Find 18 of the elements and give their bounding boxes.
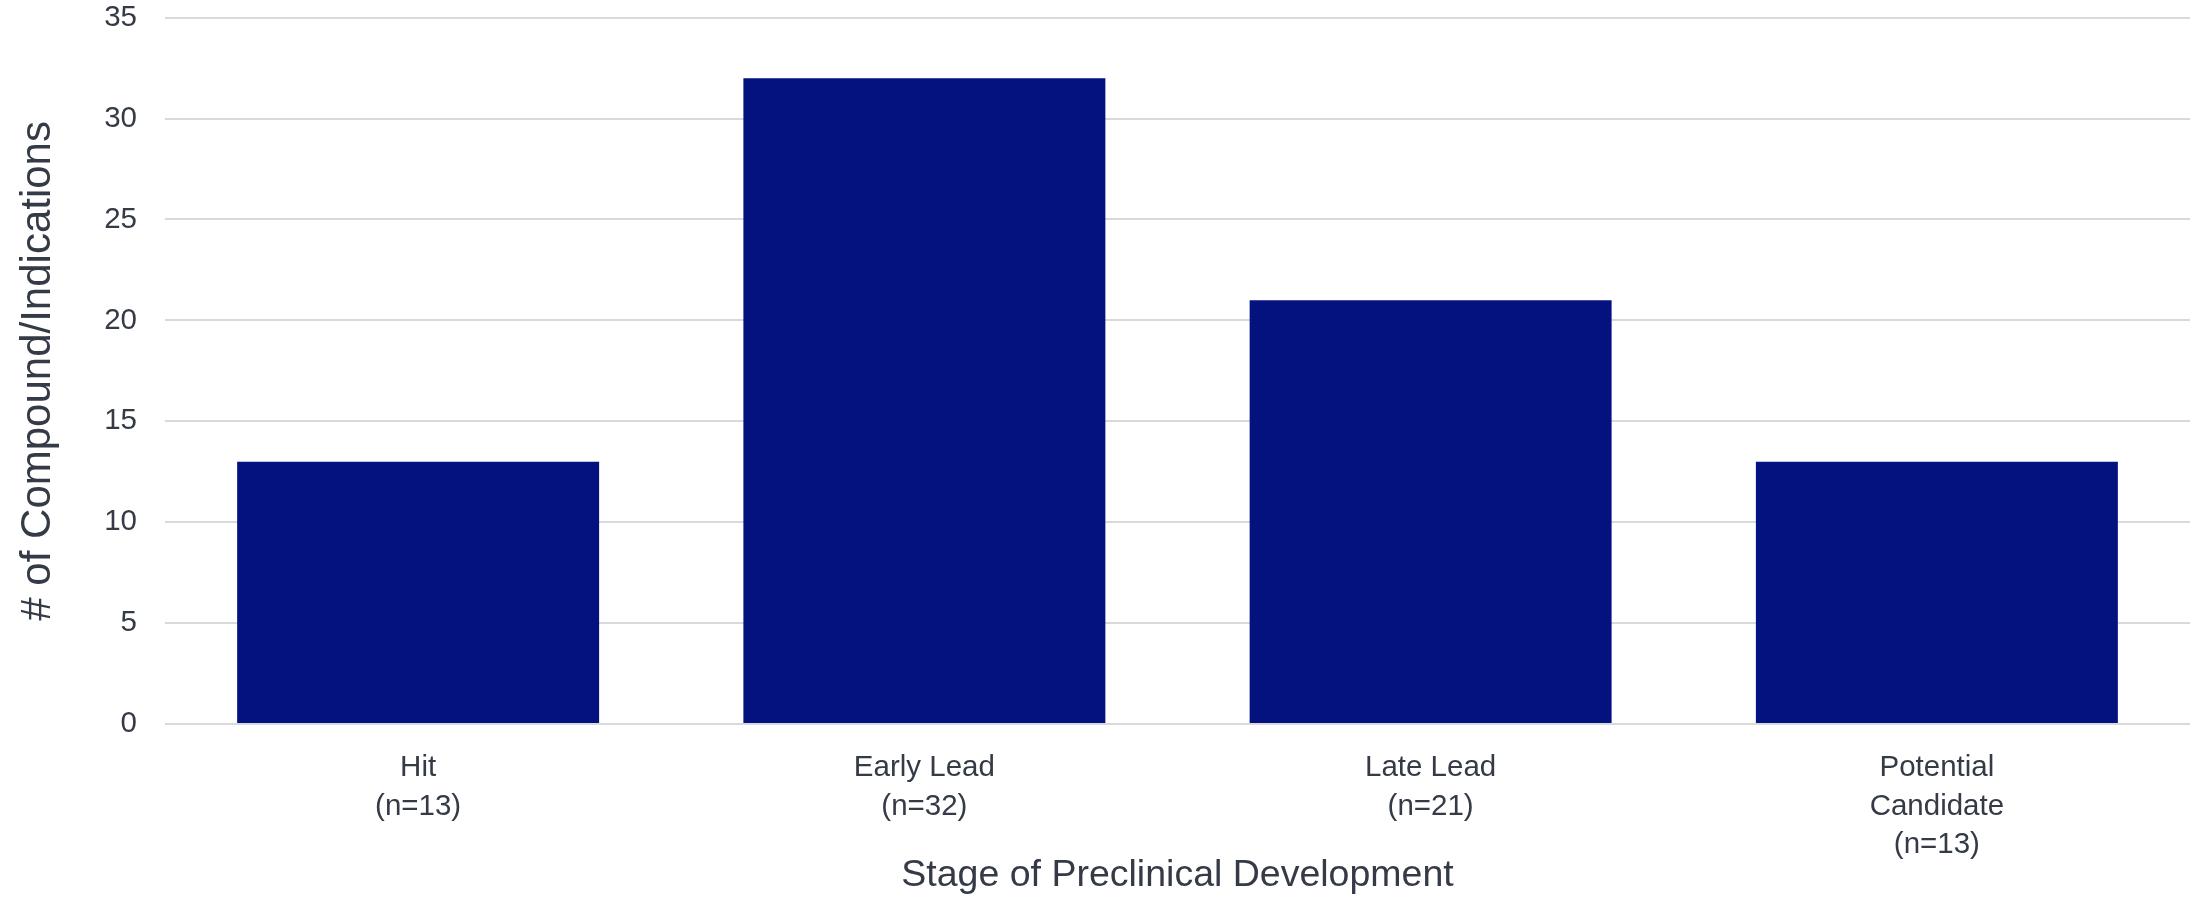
x-tick-label: Hit (n=13) [375,748,462,821]
y-tick-label: 10 [104,503,137,537]
x-axis-title: Stage of Preclinical Development [901,851,1455,894]
x-tick-label: Early Lead (n=32) [853,748,995,821]
bar [237,461,600,723]
bar [743,78,1106,723]
y-tick-label: 25 [104,200,137,234]
bar [1755,461,2118,723]
y-axis-title: # of Compound/Indications [11,121,59,621]
y-tick-label: 35 [104,0,137,32]
bar [1249,300,1612,723]
x-tick-label: Potential Candidate (n=13) [1869,748,2005,860]
x-tick-label: Late Lead (n=21) [1365,748,1497,821]
y-tick-label: 15 [104,402,137,436]
y-tick-label: 5 [120,604,137,638]
y-tick-label: 0 [120,705,137,739]
y-tick-label: 20 [104,301,137,335]
y-tick-label: 30 [104,99,137,133]
